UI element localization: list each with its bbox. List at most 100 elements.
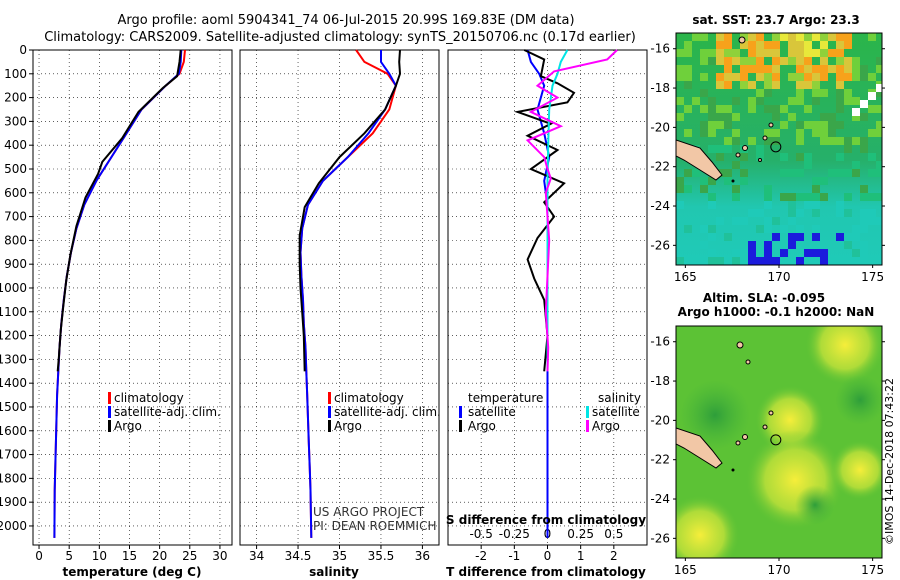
sst-cell (844, 169, 852, 177)
sst-cell (764, 49, 772, 57)
sst-cell (764, 201, 772, 209)
sst-cell (844, 73, 852, 81)
sst-cell (812, 201, 820, 209)
sst-cell (748, 81, 756, 89)
sst-cell (724, 233, 732, 241)
sst-cell (724, 65, 732, 73)
sst-cell (780, 121, 788, 129)
temperature-legend: climatology satellite-adj. clim. Argo (108, 391, 221, 433)
sst-cell (868, 129, 876, 137)
legend-label-t-satellite: satellite (468, 405, 516, 419)
map-lat-label: -26 (650, 531, 670, 545)
sst-cell (860, 225, 868, 233)
sst-cell (692, 97, 700, 105)
sst-map-panel: sat. SST: 23.7 Argo: 23.3 165 170 175 -16 -1… (650, 13, 885, 284)
island-land (762, 135, 768, 141)
sst-cell (876, 121, 882, 129)
sst-cell (860, 113, 868, 121)
sst-cell (716, 121, 724, 129)
sst-cell (708, 49, 716, 57)
argo-position-marker (770, 141, 782, 153)
sst-cell (708, 145, 716, 153)
sst-cell (756, 153, 764, 161)
sst-cell (828, 33, 836, 41)
sst-cell (732, 217, 740, 225)
legend-swatch-s-satellite (586, 406, 589, 418)
sst-cell (708, 57, 716, 65)
sst-cell (868, 33, 876, 41)
sst-cell (716, 217, 724, 225)
sst-cell (796, 33, 804, 41)
map-lat-label: -26 (650, 238, 670, 252)
map-lon-label: 170 (768, 270, 791, 284)
sst-cell (684, 65, 692, 73)
sst-cell (764, 193, 772, 201)
sst-cell (788, 41, 796, 49)
sst-cell (796, 65, 804, 73)
sst-cell (836, 81, 844, 89)
sst-cell (836, 65, 844, 73)
depth-tick-label: 300 (4, 114, 27, 128)
sst-cell (716, 81, 724, 89)
sst-cell (676, 185, 684, 193)
sst-cell (812, 65, 820, 73)
sst-cell (748, 97, 756, 105)
sst-cell (836, 121, 844, 129)
sst-cell (724, 73, 732, 81)
sst-cell (868, 73, 876, 81)
x-tick-label: 34.5 (285, 549, 312, 563)
sst-cell (764, 73, 772, 81)
sst-cell (828, 65, 836, 73)
sst-cell (836, 233, 844, 241)
sst-cell (700, 177, 708, 185)
sst-cell (860, 249, 868, 257)
sst-cell (844, 97, 852, 105)
s-tick-label: -0.25 (499, 527, 530, 541)
sla-map-title: Altim. SLA: -0.095 (703, 291, 825, 305)
sst-cell (820, 177, 828, 185)
salinity-panel: 34 34.5 35 35.5 36 salinity climatology sate… (239, 49, 441, 579)
sst-cell (756, 41, 764, 49)
sst-cell (764, 185, 772, 193)
sst-cell (756, 257, 764, 265)
legend-title-salinity: salinity (598, 391, 641, 405)
sst-cell (788, 97, 796, 105)
sst-cell (788, 193, 796, 201)
sst-cell (828, 169, 836, 177)
island-land (735, 440, 741, 446)
sst-cell (724, 49, 732, 57)
map-lon-label: 175 (861, 563, 884, 577)
sst-cell (740, 81, 748, 89)
sst-cell (692, 33, 700, 41)
sst-cell (860, 185, 868, 193)
sst-cell (828, 49, 836, 57)
sst-cell (852, 249, 860, 257)
sst-cell (740, 65, 748, 73)
sst-cell (844, 145, 852, 153)
sst-cell (764, 89, 772, 97)
sst-cell (804, 193, 812, 201)
depth-tick-label: 1500 (0, 400, 27, 414)
sst-cell (804, 57, 812, 65)
sst-cell (780, 105, 788, 113)
footer-timestamp: ©IMOS 14-Dec-2018 07:43:22 (883, 378, 896, 545)
sst-cell (756, 97, 764, 105)
map-lon-label: 165 (674, 563, 697, 577)
series-line-t-argo (513, 49, 576, 372)
sst-cell (772, 217, 780, 225)
x-tick-label: 34 (249, 549, 264, 563)
sst-cell (780, 169, 788, 177)
sst-cell (684, 73, 692, 81)
sst-cell (780, 57, 788, 65)
sst-cell (764, 81, 772, 89)
sla-low-blob (835, 375, 882, 425)
sst-cell (820, 137, 828, 145)
sst-cell (796, 193, 804, 201)
sst-cell (748, 57, 756, 65)
sst-cell (716, 153, 724, 161)
island-land (735, 152, 741, 158)
sst-cell (764, 225, 772, 233)
legend-swatch-t-satellite (459, 406, 462, 418)
sst-cell (828, 113, 836, 121)
sst-cell (748, 41, 756, 49)
